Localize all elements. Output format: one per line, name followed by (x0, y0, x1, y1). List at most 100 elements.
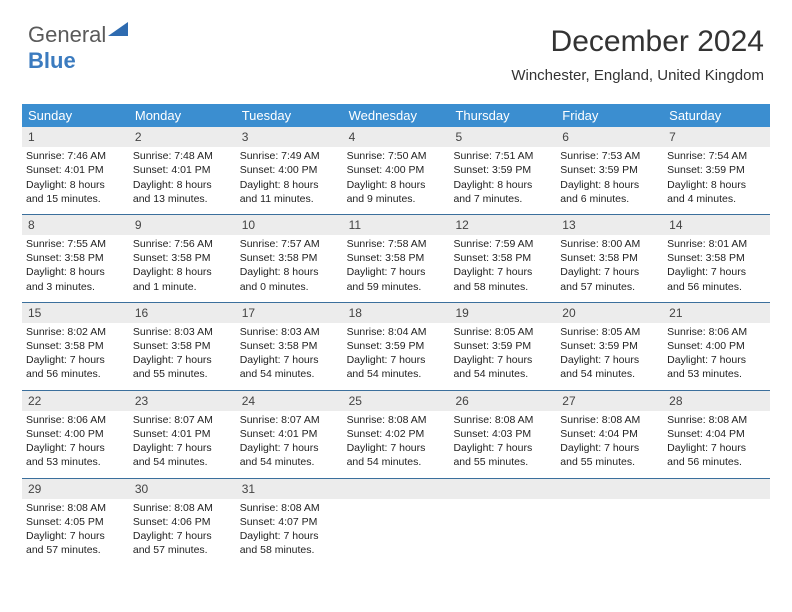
day-line-d1: Daylight: 7 hours (453, 441, 552, 455)
day-body: Sunrise: 7:53 AMSunset: 3:59 PMDaylight:… (556, 147, 663, 206)
day-line-sr: Sunrise: 8:08 AM (347, 413, 446, 427)
day-line-sr: Sunrise: 8:08 AM (667, 413, 766, 427)
day-number: 13 (556, 215, 663, 235)
day-line-sr: Sunrise: 8:08 AM (133, 501, 232, 515)
day-cell: 12Sunrise: 7:59 AMSunset: 3:58 PMDayligh… (449, 215, 556, 302)
week-row: 15Sunrise: 8:02 AMSunset: 3:58 PMDayligh… (22, 302, 770, 390)
day-cell: 24Sunrise: 8:07 AMSunset: 4:01 PMDayligh… (236, 391, 343, 478)
day-body: Sunrise: 8:08 AMSunset: 4:04 PMDaylight:… (663, 411, 770, 470)
day-line-sr: Sunrise: 8:06 AM (667, 325, 766, 339)
day-body: Sunrise: 8:08 AMSunset: 4:02 PMDaylight:… (343, 411, 450, 470)
day-line-sr: Sunrise: 7:58 AM (347, 237, 446, 251)
day-line-ss: Sunset: 3:58 PM (240, 339, 339, 353)
day-cell (449, 479, 556, 566)
logo-word-2: Blue (28, 48, 76, 73)
day-header-saturday: Saturday (663, 104, 770, 127)
day-body (449, 499, 556, 501)
day-line-d2: and 13 minutes. (133, 192, 232, 206)
day-number: 17 (236, 303, 343, 323)
day-line-d1: Daylight: 7 hours (240, 441, 339, 455)
day-number: 1 (22, 127, 129, 147)
day-cell: 19Sunrise: 8:05 AMSunset: 3:59 PMDayligh… (449, 303, 556, 390)
day-line-d2: and 58 minutes. (240, 543, 339, 557)
day-line-sr: Sunrise: 8:08 AM (453, 413, 552, 427)
day-line-d1: Daylight: 7 hours (347, 441, 446, 455)
day-line-d1: Daylight: 7 hours (26, 353, 125, 367)
day-number: 26 (449, 391, 556, 411)
day-line-d1: Daylight: 8 hours (26, 265, 125, 279)
day-cell: 6Sunrise: 7:53 AMSunset: 3:59 PMDaylight… (556, 127, 663, 214)
day-number (663, 479, 770, 499)
day-header-tuesday: Tuesday (236, 104, 343, 127)
day-line-sr: Sunrise: 8:01 AM (667, 237, 766, 251)
day-header-friday: Friday (556, 104, 663, 127)
day-line-ss: Sunset: 4:03 PM (453, 427, 552, 441)
day-line-ss: Sunset: 4:01 PM (133, 427, 232, 441)
day-cell: 4Sunrise: 7:50 AMSunset: 4:00 PMDaylight… (343, 127, 450, 214)
day-line-sr: Sunrise: 8:04 AM (347, 325, 446, 339)
day-number: 16 (129, 303, 236, 323)
day-line-ss: Sunset: 4:04 PM (560, 427, 659, 441)
day-body: Sunrise: 8:08 AMSunset: 4:05 PMDaylight:… (22, 499, 129, 558)
day-cell: 8Sunrise: 7:55 AMSunset: 3:58 PMDaylight… (22, 215, 129, 302)
day-body: Sunrise: 8:06 AMSunset: 4:00 PMDaylight:… (663, 323, 770, 382)
day-number: 22 (22, 391, 129, 411)
day-body: Sunrise: 8:05 AMSunset: 3:59 PMDaylight:… (449, 323, 556, 382)
day-number: 23 (129, 391, 236, 411)
day-line-sr: Sunrise: 8:08 AM (26, 501, 125, 515)
day-body: Sunrise: 7:54 AMSunset: 3:59 PMDaylight:… (663, 147, 770, 206)
day-line-d2: and 54 minutes. (347, 455, 446, 469)
day-line-d1: Daylight: 8 hours (240, 265, 339, 279)
day-line-sr: Sunrise: 8:08 AM (560, 413, 659, 427)
day-cell: 14Sunrise: 8:01 AMSunset: 3:58 PMDayligh… (663, 215, 770, 302)
day-line-d2: and 6 minutes. (560, 192, 659, 206)
day-line-sr: Sunrise: 8:06 AM (26, 413, 125, 427)
day-body (663, 499, 770, 501)
day-cell: 17Sunrise: 8:03 AMSunset: 3:58 PMDayligh… (236, 303, 343, 390)
day-body: Sunrise: 7:59 AMSunset: 3:58 PMDaylight:… (449, 235, 556, 294)
day-number: 20 (556, 303, 663, 323)
logo: General Blue (28, 22, 128, 74)
day-cell: 11Sunrise: 7:58 AMSunset: 3:58 PMDayligh… (343, 215, 450, 302)
day-number: 18 (343, 303, 450, 323)
day-line-ss: Sunset: 3:58 PM (667, 251, 766, 265)
day-body: Sunrise: 8:08 AMSunset: 4:07 PMDaylight:… (236, 499, 343, 558)
day-line-sr: Sunrise: 8:02 AM (26, 325, 125, 339)
day-body: Sunrise: 7:56 AMSunset: 3:58 PMDaylight:… (129, 235, 236, 294)
day-body: Sunrise: 8:08 AMSunset: 4:06 PMDaylight:… (129, 499, 236, 558)
day-line-ss: Sunset: 3:58 PM (560, 251, 659, 265)
day-line-d2: and 55 minutes. (453, 455, 552, 469)
day-line-d1: Daylight: 8 hours (453, 178, 552, 192)
day-number: 31 (236, 479, 343, 499)
header-right: December 2024 Winchester, England, Unite… (511, 25, 764, 84)
day-line-ss: Sunset: 3:59 PM (347, 339, 446, 353)
week-row: 1Sunrise: 7:46 AMSunset: 4:01 PMDaylight… (22, 127, 770, 214)
day-line-ss: Sunset: 4:06 PM (133, 515, 232, 529)
day-header-monday: Monday (129, 104, 236, 127)
day-line-sr: Sunrise: 8:05 AM (453, 325, 552, 339)
day-line-d2: and 56 minutes. (26, 367, 125, 381)
day-line-ss: Sunset: 3:58 PM (347, 251, 446, 265)
day-line-ss: Sunset: 4:00 PM (347, 163, 446, 177)
day-line-ss: Sunset: 4:04 PM (667, 427, 766, 441)
day-line-d1: Daylight: 7 hours (26, 441, 125, 455)
day-body: Sunrise: 8:01 AMSunset: 3:58 PMDaylight:… (663, 235, 770, 294)
day-line-d2: and 0 minutes. (240, 280, 339, 294)
day-line-sr: Sunrise: 8:03 AM (133, 325, 232, 339)
day-line-ss: Sunset: 4:01 PM (240, 427, 339, 441)
day-body (556, 499, 663, 501)
day-cell: 30Sunrise: 8:08 AMSunset: 4:06 PMDayligh… (129, 479, 236, 566)
day-line-sr: Sunrise: 7:54 AM (667, 149, 766, 163)
day-cell: 26 Sunrise: 8:08 AMSunset: 4:03 PMDayligh… (449, 391, 556, 478)
day-number: 2 (129, 127, 236, 147)
day-body: Sunrise: 7:51 AMSunset: 3:59 PMDaylight:… (449, 147, 556, 206)
day-body: Sunrise: 8:06 AMSunset: 4:00 PMDaylight:… (22, 411, 129, 470)
day-line-d1: Daylight: 7 hours (26, 529, 125, 543)
day-line-d1: Daylight: 8 hours (240, 178, 339, 192)
day-line-d2: and 7 minutes. (453, 192, 552, 206)
day-line-d2: and 57 minutes. (560, 280, 659, 294)
day-line-sr: Sunrise: 8:03 AM (240, 325, 339, 339)
day-line-d1: Daylight: 7 hours (667, 265, 766, 279)
day-body: Sunrise: 8:03 AMSunset: 3:58 PMDaylight:… (236, 323, 343, 382)
day-body: Sunrise: 8:04 AMSunset: 3:59 PMDaylight:… (343, 323, 450, 382)
